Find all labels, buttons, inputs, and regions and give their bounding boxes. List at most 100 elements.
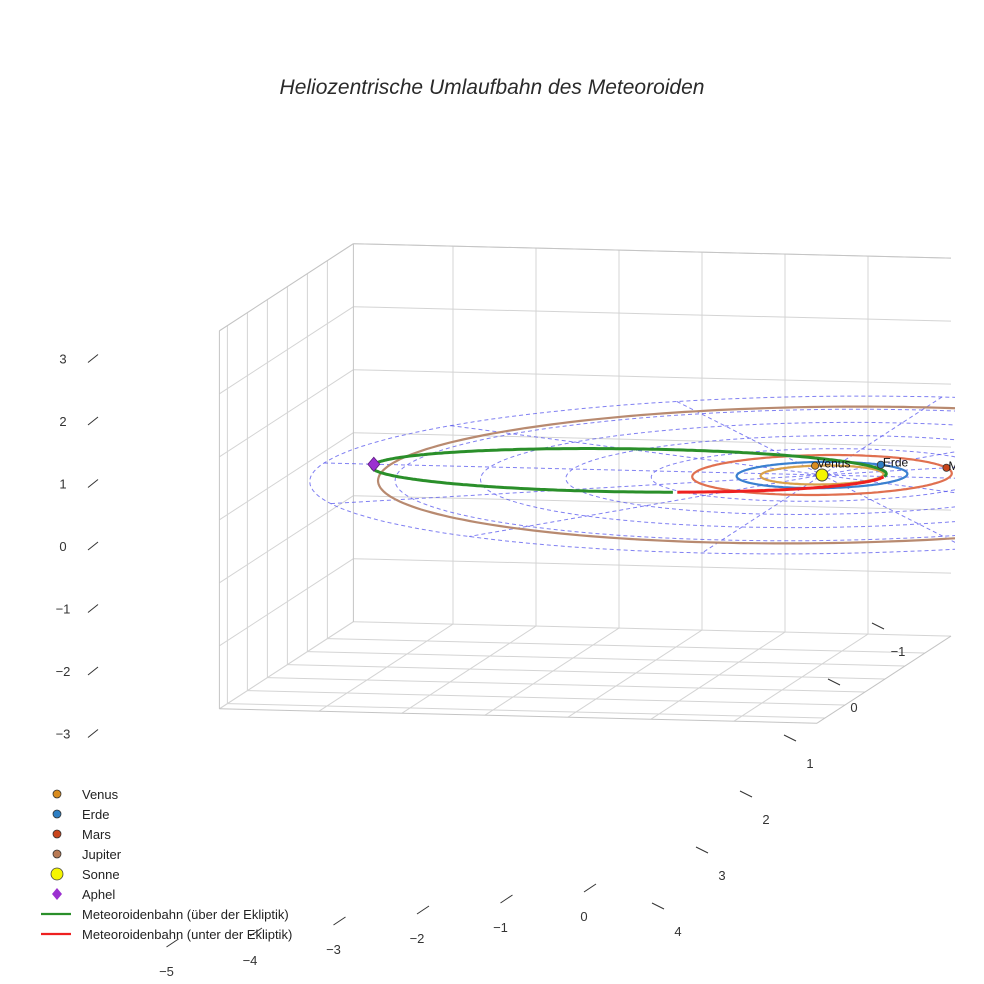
- planet-label-mars: Ma: [948, 459, 965, 473]
- x-tick-label: −3: [326, 942, 341, 957]
- chart-title: Heliozentrische Umlaufbahn des Meteoroid…: [280, 76, 705, 99]
- box-edge: [353, 243, 952, 259]
- floor-gridline: [307, 651, 906, 667]
- z-tick-label: 2: [59, 414, 66, 429]
- ecliptic-grid-spoke: [450, 425, 955, 494]
- box-edge: [219, 243, 354, 332]
- legend-label: Mars: [82, 827, 111, 842]
- legend-label: Meteoroidenbahn (unter der Ekliptik): [82, 927, 292, 942]
- wall-gridline: [219, 369, 354, 458]
- floor-gridline: [650, 631, 786, 720]
- orbit-venus: [759, 464, 885, 486]
- ecliptic-grid-circle: [479, 421, 955, 529]
- x-tick-label: 0: [580, 909, 587, 924]
- planet-orbits: [376, 405, 955, 545]
- z-tick-label: 0: [59, 539, 66, 554]
- z-tick-label: −1: [56, 602, 71, 617]
- z-tick-mark: [87, 666, 99, 676]
- wall-gridline: [219, 495, 354, 584]
- box-edge: [219, 708, 818, 724]
- x-tick-label: −4: [243, 953, 258, 968]
- floor-gridline: [318, 623, 454, 712]
- y-tick-label: 4: [674, 924, 681, 939]
- wall-gridline: [353, 495, 952, 511]
- z-tick-label: 1: [59, 477, 66, 492]
- y-tick-label: 3: [718, 868, 725, 883]
- z-tick-mark: [87, 416, 99, 426]
- z-tick-label: −2: [56, 664, 71, 679]
- legend-label: Meteoroidenbahn (über der Ekliptik): [82, 907, 289, 922]
- x-tick-mark: [500, 894, 513, 904]
- legend-label: Aphel: [82, 887, 115, 902]
- floor-gridline: [327, 638, 926, 654]
- axis-box: [218, 243, 952, 724]
- legend: Venus Erde Mars Jupiter Sonne Aphel Meteoroide…: [41, 787, 292, 942]
- y-tick-mark: [783, 734, 797, 742]
- y-tick-mark: [695, 846, 709, 854]
- y-tick-mark: [827, 678, 841, 686]
- legend-swatch: [52, 849, 62, 859]
- y-tick-label: −1: [891, 644, 906, 659]
- legend-label: Sonne: [82, 867, 120, 882]
- wall-gridline: [219, 558, 354, 647]
- wall-gridline: [353, 558, 952, 574]
- floor-gridline: [227, 703, 826, 719]
- y-tick-label: 1: [806, 756, 813, 771]
- y-tick-mark: [739, 790, 753, 798]
- x-tick-label: −5: [159, 964, 174, 979]
- meteoroid-orbit-above: [370, 447, 888, 494]
- floor-gridline: [247, 690, 846, 706]
- wall-gridline: [219, 621, 354, 710]
- wall-gridline: [353, 621, 952, 637]
- legend-label: Erde: [82, 807, 109, 822]
- floor-gridline: [287, 664, 886, 680]
- orbit-mars: [691, 453, 953, 497]
- wall-gridline: [219, 432, 354, 521]
- legend-label: Venus: [82, 787, 119, 802]
- planet-venus: [811, 461, 820, 470]
- wall-gridline: [219, 306, 354, 395]
- x-tick-mark: [583, 883, 597, 893]
- axis-ticks: −3 −2 −1 0 1 2 3 −5 −4 −3 −2 −1 0 −1 0 1 2 3 4: [56, 352, 906, 980]
- z-tick-mark: [87, 604, 99, 613]
- celestial-bodies: Venus Erde Ma: [367, 456, 965, 482]
- z-tick-mark: [87, 479, 99, 488]
- legend-swatch: [52, 789, 62, 799]
- x-tick-label: −1: [493, 920, 508, 935]
- y-tick-mark: [651, 902, 665, 910]
- x-tick-mark: [416, 905, 430, 915]
- floor-gridline: [267, 677, 866, 693]
- aphel-marker: [367, 456, 381, 472]
- wall-gridline: [353, 306, 952, 322]
- legend-swatch: [50, 867, 64, 881]
- legend-swatch: [52, 888, 62, 900]
- floor-gridline: [733, 633, 869, 722]
- z-tick-mark: [87, 354, 99, 363]
- z-tick-label: 3: [59, 352, 66, 367]
- meteoroid-orbit: [370, 447, 888, 494]
- wall-gridline: [353, 432, 952, 448]
- floor-gridline: [567, 629, 703, 718]
- y-tick-mark: [871, 622, 885, 630]
- legend-swatch: [52, 829, 62, 839]
- x-tick-mark: [249, 927, 263, 937]
- planet-label-venus: Venus: [817, 457, 850, 471]
- box-edge: [816, 635, 952, 724]
- wall-gridline: [353, 369, 952, 385]
- legend-label: Jupiter: [82, 847, 122, 862]
- ecliptic-grid-circle: [394, 408, 955, 542]
- legend-swatch: [52, 809, 62, 819]
- floor-gridline: [401, 625, 537, 714]
- y-tick-label: 2: [762, 812, 769, 827]
- planet-mars: [942, 463, 951, 472]
- x-tick-mark: [166, 938, 179, 948]
- sun-marker: [815, 468, 829, 482]
- y-tick-label: 0: [850, 700, 857, 715]
- meteoroid-orbit-below: [677, 475, 885, 494]
- planet-erde: [876, 460, 885, 469]
- z-tick-mark: [87, 729, 99, 738]
- x-tick-label: −2: [410, 931, 425, 946]
- x-tick-mark: [333, 916, 346, 926]
- orbit-jupiter: [376, 405, 955, 545]
